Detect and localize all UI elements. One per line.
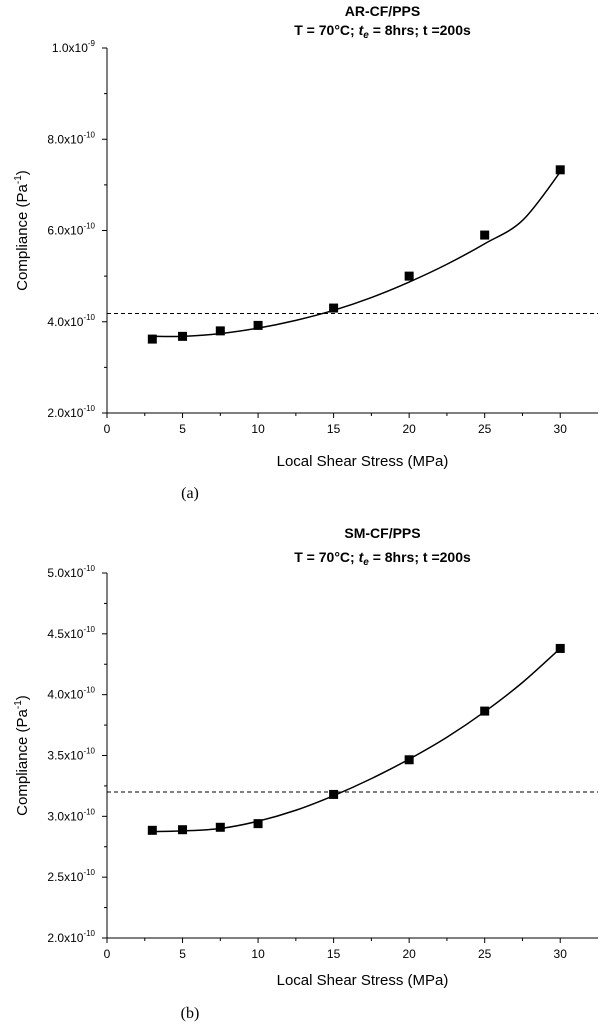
- y-tick-label: 4.5x10-10: [47, 625, 95, 641]
- chart-panel-a: AR-CF/PPS T = 70°C; te = 8hrs; t =200s 2.0…: [13, 3, 598, 502]
- data-point: [216, 326, 225, 335]
- figure-caption: (b): [181, 1005, 200, 1022]
- x-tick-label: 15: [327, 422, 341, 436]
- data-point: [178, 332, 187, 341]
- x-tick-label: 20: [402, 947, 416, 961]
- chart-title: AR-CF/PPS: [345, 3, 420, 19]
- data-point: [480, 707, 489, 716]
- x-axis-label: Local Shear Stress (MPa): [277, 453, 449, 470]
- chart-subtitle: T = 70°C; te = 8hrs; t =200s: [294, 22, 471, 41]
- data-point: [329, 790, 338, 799]
- x-tick-label: 15: [327, 947, 341, 961]
- y-tick-label: 8.0x10-10: [47, 130, 95, 146]
- y-tick-label: 2.5x10-10: [47, 868, 95, 884]
- data-point: [148, 335, 157, 344]
- data-point: [329, 304, 338, 313]
- x-tick-label: 0: [104, 947, 111, 961]
- fit-curve: [152, 648, 560, 831]
- chart-subtitle: T = 70°C; te = 8hrs; t =200s: [294, 549, 471, 568]
- data-point: [405, 272, 414, 281]
- data-point: [556, 165, 565, 174]
- chart-title: SM-CF/PPS: [344, 525, 420, 541]
- x-tick-label: 5: [179, 947, 186, 961]
- y-tick-label: 2.0x10-10: [47, 404, 95, 420]
- data-point: [254, 321, 263, 330]
- x-tick-label: 5: [179, 422, 186, 436]
- y-axis-label: Compliance (Pa-1): [13, 695, 31, 816]
- y-tick-label: 5.0x10-10: [47, 564, 95, 580]
- data-point: [254, 819, 263, 828]
- data-point: [178, 825, 187, 834]
- x-tick-label: 20: [402, 422, 416, 436]
- y-tick-label: 6.0x10-10: [47, 222, 95, 238]
- x-tick-label: 25: [478, 422, 492, 436]
- x-tick-label: 10: [251, 947, 265, 961]
- x-tick-label: 30: [554, 947, 568, 961]
- y-tick-label: 1.0x10-9: [52, 39, 96, 55]
- y-axis-label: Compliance (Pa-1): [13, 170, 31, 291]
- fit-curve: [152, 172, 560, 336]
- data-point: [216, 823, 225, 832]
- x-tick-label: 0: [104, 422, 111, 436]
- chart-panel-b: SM-CF/PPS T = 70°C; te = 8hrs; t =200s 2.0…: [13, 525, 598, 1022]
- y-tick-label: 3.0x10-10: [47, 807, 95, 823]
- data-point: [556, 644, 565, 653]
- x-axis-label: Local Shear Stress (MPa): [277, 972, 449, 989]
- y-tick-label: 2.0x10-10: [47, 929, 95, 945]
- y-tick-label: 4.0x10-10: [47, 313, 95, 329]
- y-tick-label: 4.0x10-10: [47, 686, 95, 702]
- x-tick-label: 10: [251, 422, 265, 436]
- data-point: [480, 231, 489, 240]
- y-tick-label: 3.5x10-10: [47, 747, 95, 763]
- data-point: [405, 755, 414, 764]
- figure-caption: (a): [181, 485, 199, 502]
- data-point: [148, 826, 157, 835]
- x-tick-label: 30: [554, 422, 568, 436]
- x-tick-label: 25: [478, 947, 492, 961]
